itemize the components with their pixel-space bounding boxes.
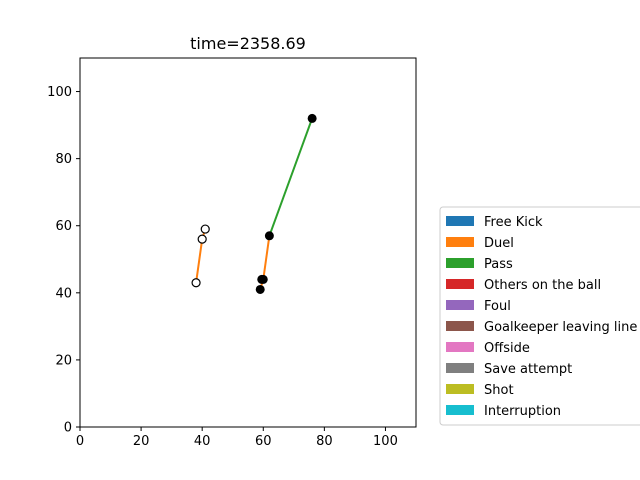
x-tick-label-5: 100 [373,434,398,449]
x-tick-label-3: 60 [255,434,272,449]
legend-box [439,206,640,426]
legend-swatch-3 [446,279,474,289]
segment-duel-2 [262,235,271,280]
legend-swatch-1 [446,237,474,247]
legend-swatch-9 [446,405,474,415]
point-hollow-0 [200,224,210,234]
point-hollow-1 [197,234,207,244]
legend-swatch-7 [446,363,474,373]
y-tick-label-4: 80 [55,152,72,167]
legend-swatch-6 [446,342,474,352]
x-tick-label-1: 20 [133,434,150,449]
point-filled-1 [264,231,274,241]
legend-label-7: Save attempt [484,362,572,377]
point-filled-4 [255,284,265,294]
point-hollow-2 [191,278,201,288]
y-tick-label-0: 0 [64,421,72,436]
legend-label-0: Free Kick [484,215,543,230]
chart-title: time=2358.69 [190,34,306,53]
segment-duel-3 [195,239,204,283]
legend-label-8: Shot [484,383,514,398]
legend-swatch-2 [446,258,474,268]
legend-swatch-8 [446,384,474,394]
legend: Free Kick Duel Pass Others on the ball Foul G… [439,206,640,426]
legend-label-5: Goalkeeper leaving line [484,320,637,335]
legend-label-3: Others on the ball [484,278,601,293]
y-tick-label-1: 20 [55,353,72,368]
point-filled-3 [257,274,267,284]
x-tick-label-4: 80 [316,434,333,449]
legend-label-4: Foul [484,299,511,314]
legend-swatch-0 [446,216,474,226]
legend-label-9: Interruption [484,404,561,419]
legend-swatch-5 [446,321,474,331]
x-tick-label-2: 40 [194,434,211,449]
y-tick-label-3: 60 [55,219,72,234]
legend-swatch-4 [446,300,474,310]
legend-label-6: Offside [484,341,530,356]
point-filled-0 [307,113,317,123]
plot-area [80,58,416,427]
segment-pass-0 [268,118,314,237]
legend-label-1: Duel [484,236,514,251]
legend-label-2: Pass [484,257,513,272]
y-tick-label-2: 40 [55,286,72,301]
y-tick-label-5: 100 [47,85,72,100]
x-tick-label-0: 0 [76,434,84,449]
plot-frame [79,57,417,428]
